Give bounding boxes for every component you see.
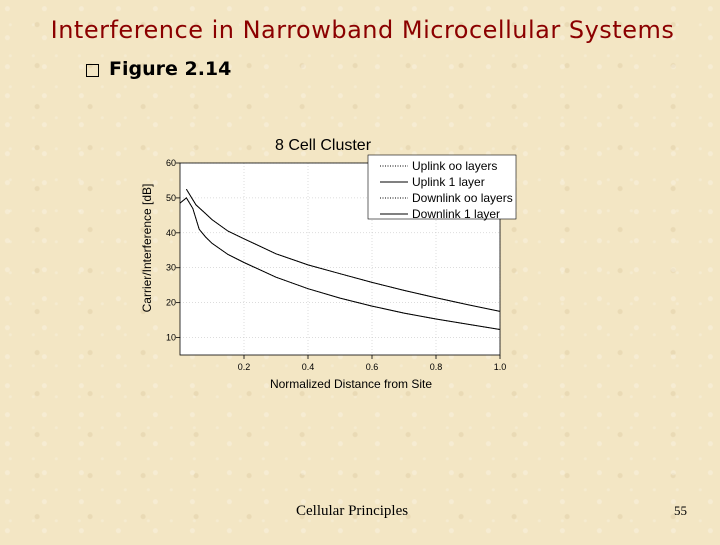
legend-label: Uplink 1 layer: [412, 175, 485, 189]
x-tick-label: 0.8: [430, 362, 443, 372]
y-axis-label: Carrier/Interference [dB]: [140, 184, 154, 313]
series-line-2: [185, 188, 501, 312]
legend-label: Downlink 1 layer: [412, 207, 500, 221]
axis-ticks: 10 20 30 40 50 60 0.2 0.4 0.6 0.8 1.0: [166, 158, 506, 372]
y-tick-label: 50: [166, 193, 176, 203]
figure-label: Figure 2.14: [109, 58, 232, 80]
x-tick-label: 0.2: [238, 362, 251, 372]
footer-label: Cellular Principles: [296, 503, 409, 519]
x-axis-label: Normalized Distance from Site: [270, 377, 432, 391]
y-tick-label: 40: [166, 228, 176, 238]
figure-bullet: Figure 2.14: [86, 58, 231, 80]
legend-label: Downlink oo layers: [412, 191, 513, 205]
y-tick-label: 20: [166, 298, 176, 308]
square-bullet-icon: [86, 63, 99, 77]
chart-title: 8 Cell Cluster: [275, 137, 372, 154]
legend-label: Uplink oo layers: [412, 159, 497, 173]
x-tick-label: 0.4: [302, 362, 315, 372]
y-tick-label: 60: [166, 158, 176, 168]
plot-border: [179, 162, 501, 356]
page-number: 55: [674, 503, 687, 518]
y-tick-label: 30: [166, 263, 176, 273]
slide-title: Interference in Narrowband Microcellular…: [50, 16, 675, 44]
series-lines: [179, 188, 501, 330]
x-tick-label: 1.0: [494, 362, 507, 372]
legend: Uplink oo layers Uplink 1 layer Downlink o…: [367, 154, 517, 221]
series-line-4: [179, 197, 501, 330]
y-tick-label: 10: [166, 333, 176, 343]
x-tick-label: 0.6: [366, 362, 379, 372]
